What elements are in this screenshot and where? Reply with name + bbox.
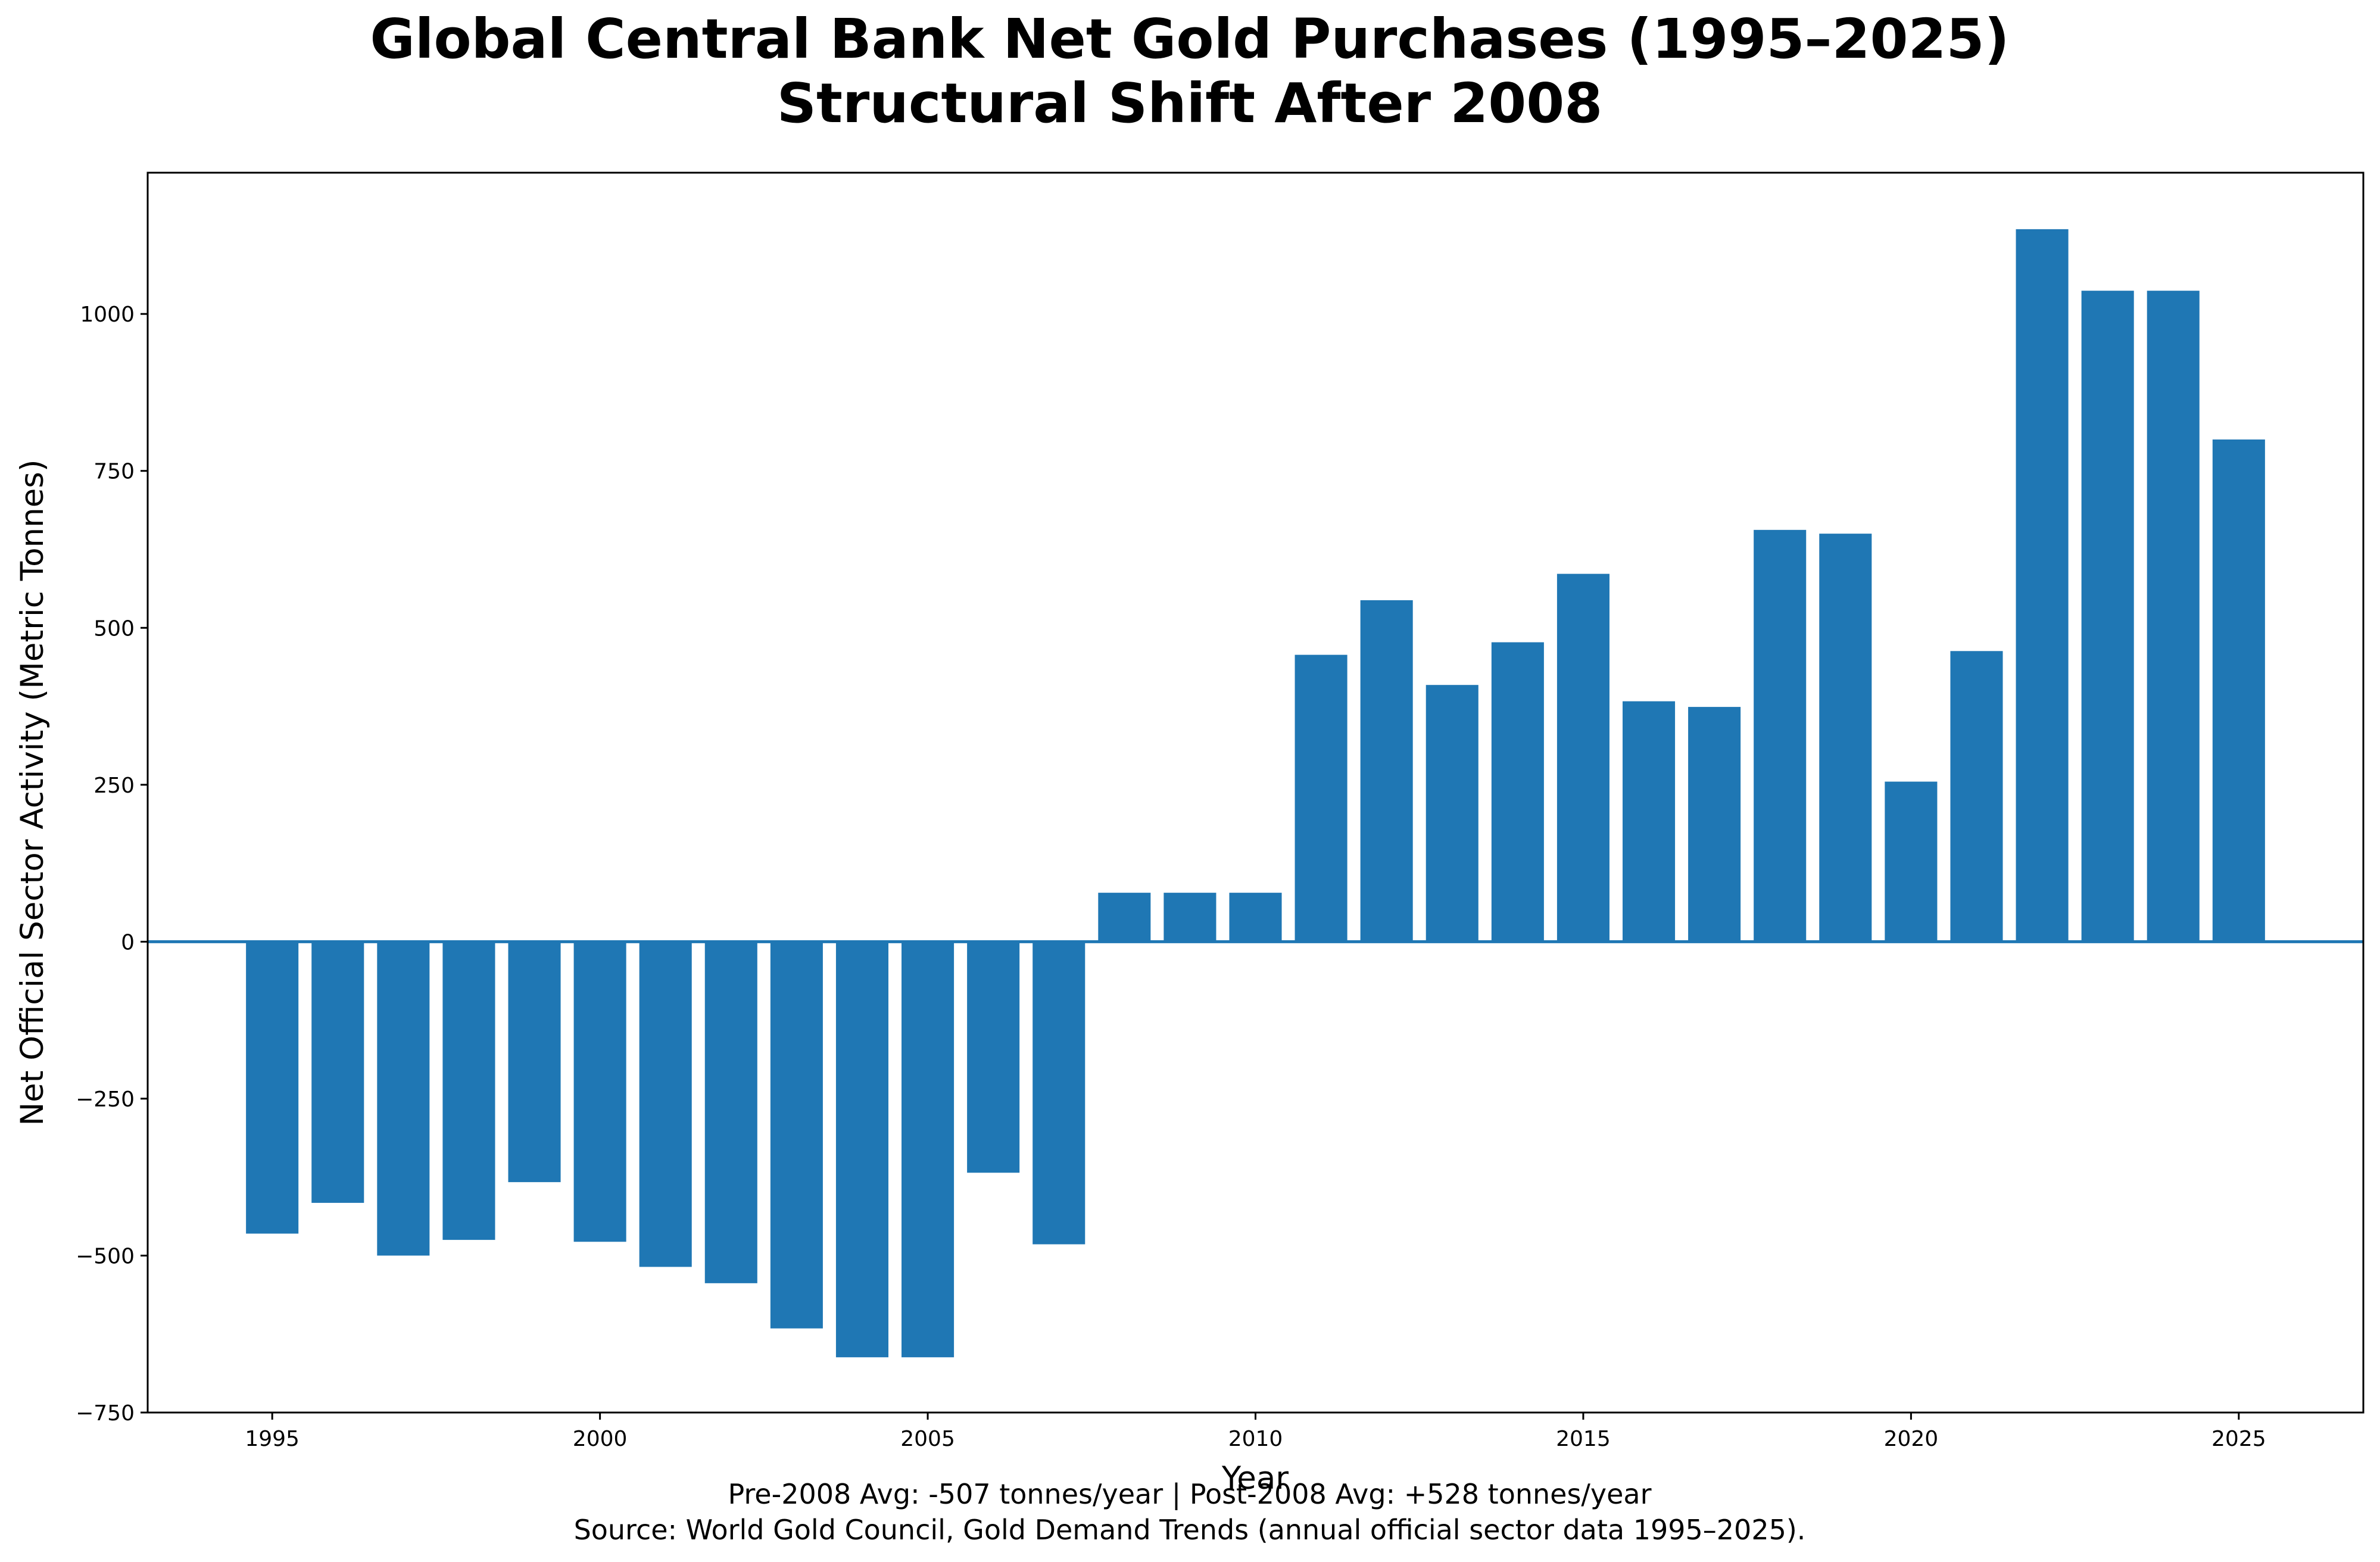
y-tick-label: −500 <box>76 1244 135 1268</box>
y-axis-label: Net Official Sector Activity (Metric Ton… <box>14 459 51 1125</box>
bar-2019 <box>1819 534 1872 942</box>
x-tick-label: 2020 <box>1884 1427 1939 1451</box>
bar-1996 <box>311 941 364 1203</box>
bar-1995 <box>246 941 299 1234</box>
bar-2017 <box>1688 707 1741 942</box>
y-tick-label: 1000 <box>80 303 135 327</box>
chart-title-line-1: Global Central Bank Net Gold Purchases (… <box>370 7 2009 71</box>
bar-2013 <box>1425 685 1478 942</box>
bar-2000 <box>573 941 626 1242</box>
x-tick-label: 1995 <box>245 1427 300 1451</box>
bar-2025 <box>2212 439 2265 942</box>
x-tick-label: 2015 <box>1556 1427 1611 1451</box>
bar-2022 <box>2016 229 2069 942</box>
bar-2003 <box>770 941 823 1329</box>
chart-title-line-2: Structural Shift After 2008 <box>777 71 1603 135</box>
bar-1999 <box>508 941 561 1183</box>
y-tick-label: 0 <box>121 930 135 955</box>
source-note: Source: World Gold Council, Gold Demand … <box>574 1514 1806 1546</box>
bar-2014 <box>1491 642 1544 942</box>
bar-2024 <box>2147 291 2200 942</box>
average-note: Pre-2008 Avg: -507 tonnes/year | Post-20… <box>728 1478 1651 1511</box>
bar-2015 <box>1556 573 1609 942</box>
bar-1997 <box>377 941 430 1256</box>
bar-2009 <box>1164 893 1216 942</box>
bar-2007 <box>1033 941 1085 1245</box>
bar-2020 <box>1885 781 1938 942</box>
x-tick-label: 2000 <box>573 1427 628 1451</box>
bar-2005 <box>902 941 955 1358</box>
x-axis: 1995 2000 2005 2010 2015 2020 2025 <box>245 1413 2266 1451</box>
bar-2012 <box>1360 600 1413 942</box>
bar-2010 <box>1229 893 1282 942</box>
bar-2011 <box>1295 654 1347 942</box>
y-tick-label: 250 <box>93 774 135 798</box>
bar-2004 <box>835 941 889 1358</box>
y-axis: −750 −500 −250 0 250 500 750 1000 <box>76 303 148 1426</box>
bar-2002 <box>704 941 757 1283</box>
bar-2016 <box>1622 701 1676 942</box>
x-tick-label: 2005 <box>900 1427 955 1451</box>
bar-2021 <box>1950 651 2003 942</box>
bar-2001 <box>639 941 692 1267</box>
x-tick-label: 2010 <box>1228 1427 1283 1451</box>
bar-1998 <box>442 941 495 1240</box>
bar-2023 <box>2081 291 2134 942</box>
bar-2006 <box>967 941 1020 1173</box>
y-tick-label: −750 <box>76 1401 135 1426</box>
bar-2008 <box>1098 893 1151 942</box>
x-tick-label: 2025 <box>2211 1427 2266 1451</box>
y-tick-label: 500 <box>93 616 135 641</box>
x-axis-label: Year <box>1221 1460 1289 1496</box>
bar-series <box>246 229 2265 1358</box>
bar-2018 <box>1754 529 1807 942</box>
y-tick-label: 750 <box>93 460 135 484</box>
y-tick-label: −250 <box>76 1087 135 1112</box>
